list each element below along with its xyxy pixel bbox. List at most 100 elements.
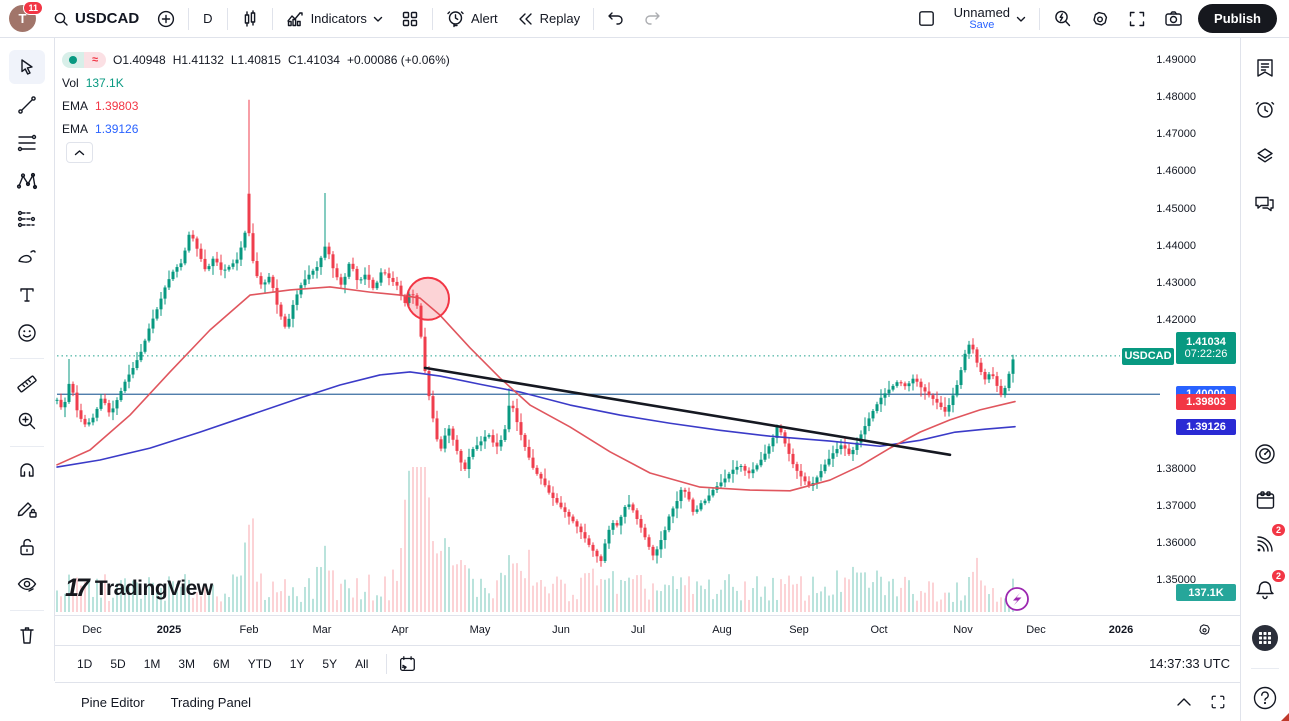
candle-body (675, 501, 679, 509)
help-button[interactable] (1249, 682, 1281, 714)
pattern-icon (16, 172, 38, 190)
save-link[interactable]: Save (969, 18, 995, 31)
chat-button[interactable] (1249, 188, 1281, 220)
time-axis[interactable]: Dec 2025 Feb Mar Apr May Jun Jul Aug Sep Oct Nov Dec… (55, 615, 1240, 645)
tool-measure[interactable] (9, 366, 45, 400)
range-ytd[interactable]: YTD (247, 656, 272, 671)
watchlist-button[interactable] (1249, 52, 1281, 84)
volume-bar (852, 566, 854, 612)
volume-legend-row[interactable]: Vol 137.1K (62, 73, 450, 92)
indicator-templates-button[interactable] (392, 4, 428, 34)
tool-trend-line[interactable] (9, 88, 45, 122)
circle-annotation[interactable] (406, 276, 450, 321)
candle-body (915, 378, 919, 382)
candle-body (303, 279, 307, 286)
range-6m[interactable]: 6M (213, 656, 230, 671)
layout-save-menu[interactable]: Unnamed Save (945, 4, 1035, 34)
volume-bar (556, 576, 558, 612)
volume-bar (92, 596, 94, 612)
volume-bar (292, 587, 294, 612)
replay-label: Replay (539, 11, 581, 26)
object-tree-button[interactable] (1249, 140, 1281, 172)
tool-projection[interactable] (9, 202, 45, 236)
volume-bar (576, 599, 578, 612)
notifications-button[interactable]: 2 (1249, 569, 1286, 606)
redo-button[interactable] (634, 4, 670, 34)
price-axis[interactable]: 1.49000 1.48000 1.47000 1.46000 1.45000 1.440… (1156, 38, 1240, 615)
volume-bar (468, 568, 470, 612)
ema-fast-line[interactable] (56, 286, 1016, 492)
multichart-checkbox[interactable] (908, 4, 945, 34)
symbol-search-button[interactable]: USDCAD (44, 4, 148, 34)
calendar-button[interactable] (1249, 484, 1281, 516)
publish-button[interactable]: Publish (1198, 4, 1277, 33)
technicals-button[interactable] (1249, 438, 1281, 470)
market-status-pill[interactable]: ≈ (62, 51, 106, 68)
range-1d[interactable]: 1D (77, 656, 93, 671)
volume-bar (764, 586, 766, 612)
ema-fast-legend-row[interactable]: EMA 1.39803 (62, 96, 450, 115)
tool-text[interactable] (9, 278, 45, 312)
volume-bar (952, 601, 954, 612)
tool-lock-drawings[interactable] (9, 530, 45, 564)
candle-body (167, 279, 171, 288)
user-avatar[interactable]: T 11 (9, 1, 43, 32)
tool-magnet[interactable] (9, 454, 45, 488)
candle-body (655, 549, 659, 556)
volume-bar (752, 588, 754, 612)
replay-button[interactable]: Replay (507, 4, 589, 34)
expand-panel-chevron-icon[interactable] (1176, 697, 1192, 707)
alerts-panel-button[interactable] (1249, 94, 1281, 126)
volume-bar (380, 596, 382, 612)
tab-trading-panel[interactable]: Trading Panel (170, 694, 252, 710)
volume-bar (240, 575, 242, 612)
goto-date-button[interactable] (397, 654, 417, 674)
indicators-button[interactable]: Indicators (277, 4, 392, 34)
undo-button[interactable] (598, 4, 634, 34)
tool-xabcd-pattern[interactable] (9, 164, 45, 198)
tool-cursor[interactable] (9, 50, 45, 84)
timezone-settings-button[interactable] (1197, 623, 1212, 643)
range-1y[interactable]: 1Y (289, 656, 305, 671)
candle-body (559, 502, 563, 508)
chart-pane[interactable]: ≈ O1.40948 H1.41132 L1.40815 C1.41034 +0… (55, 38, 1240, 615)
compare-add-button[interactable] (148, 4, 184, 34)
ema-slow-legend-row[interactable]: EMA 1.39126 (62, 119, 450, 138)
tool-drawing-mode[interactable] (9, 492, 45, 526)
tab-pine-editor[interactable]: Pine Editor (81, 694, 145, 710)
apps-menu-button[interactable] (1249, 622, 1281, 654)
streams-button[interactable]: 2 (1249, 523, 1286, 560)
candle-body (531, 457, 535, 468)
quick-search-button[interactable] (1044, 4, 1081, 34)
tool-zoom-in[interactable] (9, 404, 45, 438)
tool-fib-retracement[interactable] (9, 126, 45, 160)
ohlc-row[interactable]: ≈ O1.40948 H1.41132 L1.40815 C1.41034 +0… (62, 50, 450, 69)
tool-hide-drawings[interactable] (9, 568, 45, 602)
range-5d[interactable]: 5D (110, 656, 126, 671)
range-1m[interactable]: 1M (143, 656, 161, 671)
tool-emoji[interactable] (9, 316, 45, 350)
goto-date-icon (400, 655, 416, 671)
instant-trading-icon[interactable] (1005, 587, 1029, 611)
snapshot-button[interactable] (1155, 4, 1192, 34)
tool-brush[interactable] (9, 240, 45, 274)
legend-collapse-button[interactable] (66, 142, 93, 163)
volume-bar (736, 590, 738, 612)
interval-button[interactable]: D (203, 11, 213, 26)
candlestick-chart[interactable] (55, 38, 1240, 615)
candle-body (363, 274, 367, 280)
settings-button[interactable] (1081, 4, 1119, 34)
bottom-panel-bar: Pine Editor Trading Panel (55, 682, 1240, 721)
volume-bar (552, 583, 554, 612)
trend-line-drawing[interactable] (423, 366, 952, 457)
range-all[interactable]: All (355, 656, 369, 671)
chart-style-button[interactable] (232, 4, 268, 34)
range-3m[interactable]: 3M (178, 656, 196, 671)
tool-remove-drawings[interactable] (9, 618, 45, 652)
maximize-panel-icon[interactable] (1210, 694, 1226, 710)
clock-utc[interactable]: 14:37:33 UTC (1149, 656, 1230, 671)
price-tick: 1.46000 (1156, 165, 1196, 178)
alert-button[interactable]: Alert (437, 4, 507, 34)
fullscreen-button[interactable] (1119, 4, 1155, 34)
range-5y[interactable]: 5Y (322, 656, 338, 671)
